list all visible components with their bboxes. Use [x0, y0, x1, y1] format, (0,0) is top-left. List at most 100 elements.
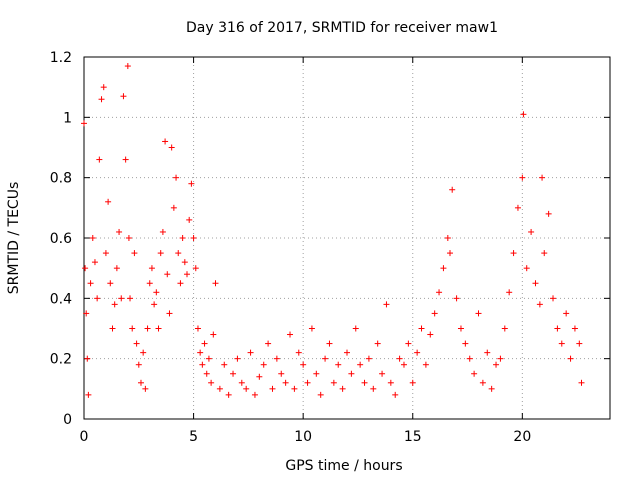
x-axis-label: GPS time / hours [285, 458, 402, 474]
data-point [84, 355, 91, 362]
x-tick-label: 15 [404, 429, 422, 445]
y-axis-label: SRMTID / TECUs [6, 182, 22, 295]
y-tick-label: 1 [63, 110, 72, 126]
data-point [541, 250, 548, 257]
data-point [444, 235, 451, 241]
data-point [205, 355, 212, 362]
data-point [124, 63, 131, 70]
data-point [186, 216, 193, 223]
data-point [173, 174, 180, 181]
data-point [308, 325, 315, 332]
data-point [405, 340, 412, 347]
data-point [352, 325, 359, 332]
data-point [120, 93, 127, 100]
data-point [260, 361, 267, 368]
y-tick-label: 0.4 [50, 291, 72, 307]
y-tick-label: 0.2 [50, 352, 72, 368]
data-point [447, 250, 454, 257]
data-point [251, 391, 258, 398]
data-point [471, 370, 478, 377]
data-point [157, 250, 164, 257]
y-tick-label: 0.6 [50, 231, 72, 247]
data-point [81, 120, 87, 127]
y-tick-label: 1.2 [50, 50, 72, 66]
data-point [383, 301, 390, 308]
data-point [484, 349, 491, 356]
data-point [440, 265, 447, 272]
data-point [493, 361, 500, 368]
data-point [137, 379, 144, 386]
data-point [100, 84, 107, 91]
data-point [370, 385, 377, 392]
data-point [436, 289, 443, 296]
data-point [140, 349, 147, 356]
data-point [94, 295, 101, 302]
data-point [192, 265, 199, 272]
data-point [304, 379, 311, 386]
data-point [146, 280, 153, 287]
data-point [326, 340, 333, 347]
data-point [392, 391, 399, 398]
data-point [243, 385, 250, 392]
data-point [479, 379, 486, 386]
data-point [269, 385, 276, 392]
data-point [127, 295, 134, 302]
data-point [578, 379, 585, 386]
data-point [282, 379, 289, 386]
data-point [576, 340, 583, 347]
data-point [89, 235, 96, 241]
data-point [335, 361, 342, 368]
data-point [135, 361, 142, 368]
data-point [287, 331, 294, 338]
data-point [528, 228, 535, 235]
data-point [387, 379, 394, 386]
data-point [162, 138, 169, 145]
data-point [144, 325, 151, 332]
data-point [177, 280, 184, 287]
data-point [466, 355, 473, 362]
data-point [164, 271, 171, 278]
data-point [98, 96, 105, 103]
data-point [122, 156, 129, 163]
data-point [414, 349, 421, 356]
data-point [379, 370, 386, 377]
data-point [225, 391, 232, 398]
data-point [170, 204, 177, 211]
data-point [330, 379, 337, 386]
data-point [221, 361, 228, 368]
data-point [571, 325, 578, 332]
data-point [159, 228, 166, 235]
data-point [166, 310, 173, 317]
data-point [131, 250, 138, 257]
data-point [201, 340, 208, 347]
data-point [510, 250, 517, 257]
data-point [238, 379, 245, 386]
data-point [536, 301, 543, 308]
data-point [344, 349, 350, 356]
data-point [348, 370, 355, 377]
data-point [230, 370, 237, 377]
data-point [247, 349, 254, 356]
data-point [519, 174, 526, 181]
data-points [81, 63, 585, 398]
data-point [291, 385, 298, 392]
x-tick-label: 10 [294, 429, 312, 445]
data-point [520, 111, 527, 118]
data-point [453, 295, 460, 302]
data-point [322, 355, 329, 362]
data-point [212, 280, 219, 287]
data-point [197, 349, 204, 356]
data-point [111, 301, 118, 308]
data-point [357, 361, 364, 368]
data-point [96, 156, 103, 163]
x-tick-label: 20 [513, 429, 531, 445]
data-point [563, 310, 570, 317]
data-point [545, 210, 552, 217]
data-point [102, 250, 109, 257]
data-point [113, 265, 120, 272]
data-point [129, 325, 136, 332]
data-point [199, 361, 206, 368]
data-point [501, 325, 508, 332]
data-point [418, 325, 425, 332]
